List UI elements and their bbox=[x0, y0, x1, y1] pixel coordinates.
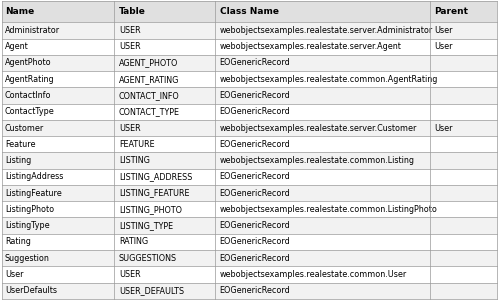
Text: webobjectsexamples.realestate.server.Administrator: webobjectsexamples.realestate.server.Adm… bbox=[220, 26, 433, 35]
Bar bbox=[2, 55, 497, 71]
Bar bbox=[2, 1, 497, 22]
Bar bbox=[2, 120, 497, 136]
Text: Rating: Rating bbox=[5, 237, 31, 246]
Text: Listing: Listing bbox=[5, 156, 31, 165]
Text: RATING: RATING bbox=[119, 237, 148, 246]
Bar bbox=[2, 266, 497, 283]
Text: EOGenericRecord: EOGenericRecord bbox=[220, 221, 290, 230]
Text: UserDefaults: UserDefaults bbox=[5, 286, 57, 295]
Text: EOGenericRecord: EOGenericRecord bbox=[220, 140, 290, 149]
Text: USER: USER bbox=[119, 270, 140, 279]
Text: User: User bbox=[434, 42, 453, 51]
Text: EOGenericRecord: EOGenericRecord bbox=[220, 237, 290, 246]
Text: AGENT_PHOTO: AGENT_PHOTO bbox=[119, 58, 178, 68]
Text: SUGGESTIONS: SUGGESTIONS bbox=[119, 254, 177, 262]
Text: EOGenericRecord: EOGenericRecord bbox=[220, 107, 290, 116]
Bar bbox=[2, 136, 497, 152]
Text: webobjectsexamples.realestate.common.AgentRating: webobjectsexamples.realestate.common.Age… bbox=[220, 75, 438, 84]
Text: Name: Name bbox=[5, 7, 34, 16]
Bar bbox=[2, 71, 497, 87]
Text: LISTING_TYPE: LISTING_TYPE bbox=[119, 221, 173, 230]
Text: Feature: Feature bbox=[5, 140, 35, 149]
Text: Table: Table bbox=[119, 7, 146, 16]
Text: LISTING: LISTING bbox=[119, 156, 150, 165]
Text: webobjectsexamples.realestate.common.Listing: webobjectsexamples.realestate.common.Lis… bbox=[220, 156, 415, 165]
Text: Agent: Agent bbox=[5, 42, 29, 51]
Bar bbox=[2, 234, 497, 250]
Bar bbox=[2, 87, 497, 104]
Text: User: User bbox=[5, 270, 23, 279]
Text: User: User bbox=[434, 26, 453, 35]
Text: EOGenericRecord: EOGenericRecord bbox=[220, 91, 290, 100]
Text: Class Name: Class Name bbox=[220, 7, 278, 16]
Text: EOGenericRecord: EOGenericRecord bbox=[220, 286, 290, 295]
Text: AgentPhoto: AgentPhoto bbox=[5, 58, 51, 68]
Text: ContactInfo: ContactInfo bbox=[5, 91, 51, 100]
Text: LISTING_FEATURE: LISTING_FEATURE bbox=[119, 189, 189, 198]
Text: USER: USER bbox=[119, 26, 140, 35]
Bar bbox=[2, 185, 497, 201]
Text: LISTING_PHOTO: LISTING_PHOTO bbox=[119, 205, 182, 214]
Text: AgentRating: AgentRating bbox=[5, 75, 54, 84]
Text: USER: USER bbox=[119, 42, 140, 51]
Text: EOGenericRecord: EOGenericRecord bbox=[220, 58, 290, 68]
Text: LISTING_ADDRESS: LISTING_ADDRESS bbox=[119, 172, 192, 181]
Text: FEATURE: FEATURE bbox=[119, 140, 154, 149]
Text: USER: USER bbox=[119, 124, 140, 133]
Text: CONTACT_TYPE: CONTACT_TYPE bbox=[119, 107, 180, 116]
Text: CONTACT_INFO: CONTACT_INFO bbox=[119, 91, 180, 100]
Text: ListingPhoto: ListingPhoto bbox=[5, 205, 54, 214]
Bar bbox=[2, 152, 497, 169]
Text: User: User bbox=[434, 124, 453, 133]
Text: EOGenericRecord: EOGenericRecord bbox=[220, 172, 290, 181]
Text: ListingFeature: ListingFeature bbox=[5, 189, 62, 198]
Text: Administrator: Administrator bbox=[5, 26, 60, 35]
Text: EOGenericRecord: EOGenericRecord bbox=[220, 254, 290, 262]
Text: Customer: Customer bbox=[5, 124, 44, 133]
Text: ListingAddress: ListingAddress bbox=[5, 172, 63, 181]
Text: EOGenericRecord: EOGenericRecord bbox=[220, 189, 290, 198]
Bar bbox=[2, 39, 497, 55]
Text: webobjectsexamples.realestate.common.ListingPhoto: webobjectsexamples.realestate.common.Lis… bbox=[220, 205, 438, 214]
Text: Parent: Parent bbox=[434, 7, 468, 16]
Text: AGENT_RATING: AGENT_RATING bbox=[119, 75, 179, 84]
Bar bbox=[2, 250, 497, 266]
Text: webobjectsexamples.realestate.common.User: webobjectsexamples.realestate.common.Use… bbox=[220, 270, 407, 279]
Bar bbox=[2, 201, 497, 218]
Bar bbox=[2, 169, 497, 185]
Text: webobjectsexamples.realestate.server.Agent: webobjectsexamples.realestate.server.Age… bbox=[220, 42, 401, 51]
Text: webobjectsexamples.realestate.server.Customer: webobjectsexamples.realestate.server.Cus… bbox=[220, 124, 417, 133]
Bar bbox=[2, 22, 497, 39]
Text: USER_DEFAULTS: USER_DEFAULTS bbox=[119, 286, 184, 295]
Text: ListingType: ListingType bbox=[5, 221, 49, 230]
Text: Suggestion: Suggestion bbox=[5, 254, 50, 262]
Bar bbox=[2, 218, 497, 234]
Bar bbox=[2, 104, 497, 120]
Text: ContactType: ContactType bbox=[5, 107, 55, 116]
Bar bbox=[2, 283, 497, 299]
